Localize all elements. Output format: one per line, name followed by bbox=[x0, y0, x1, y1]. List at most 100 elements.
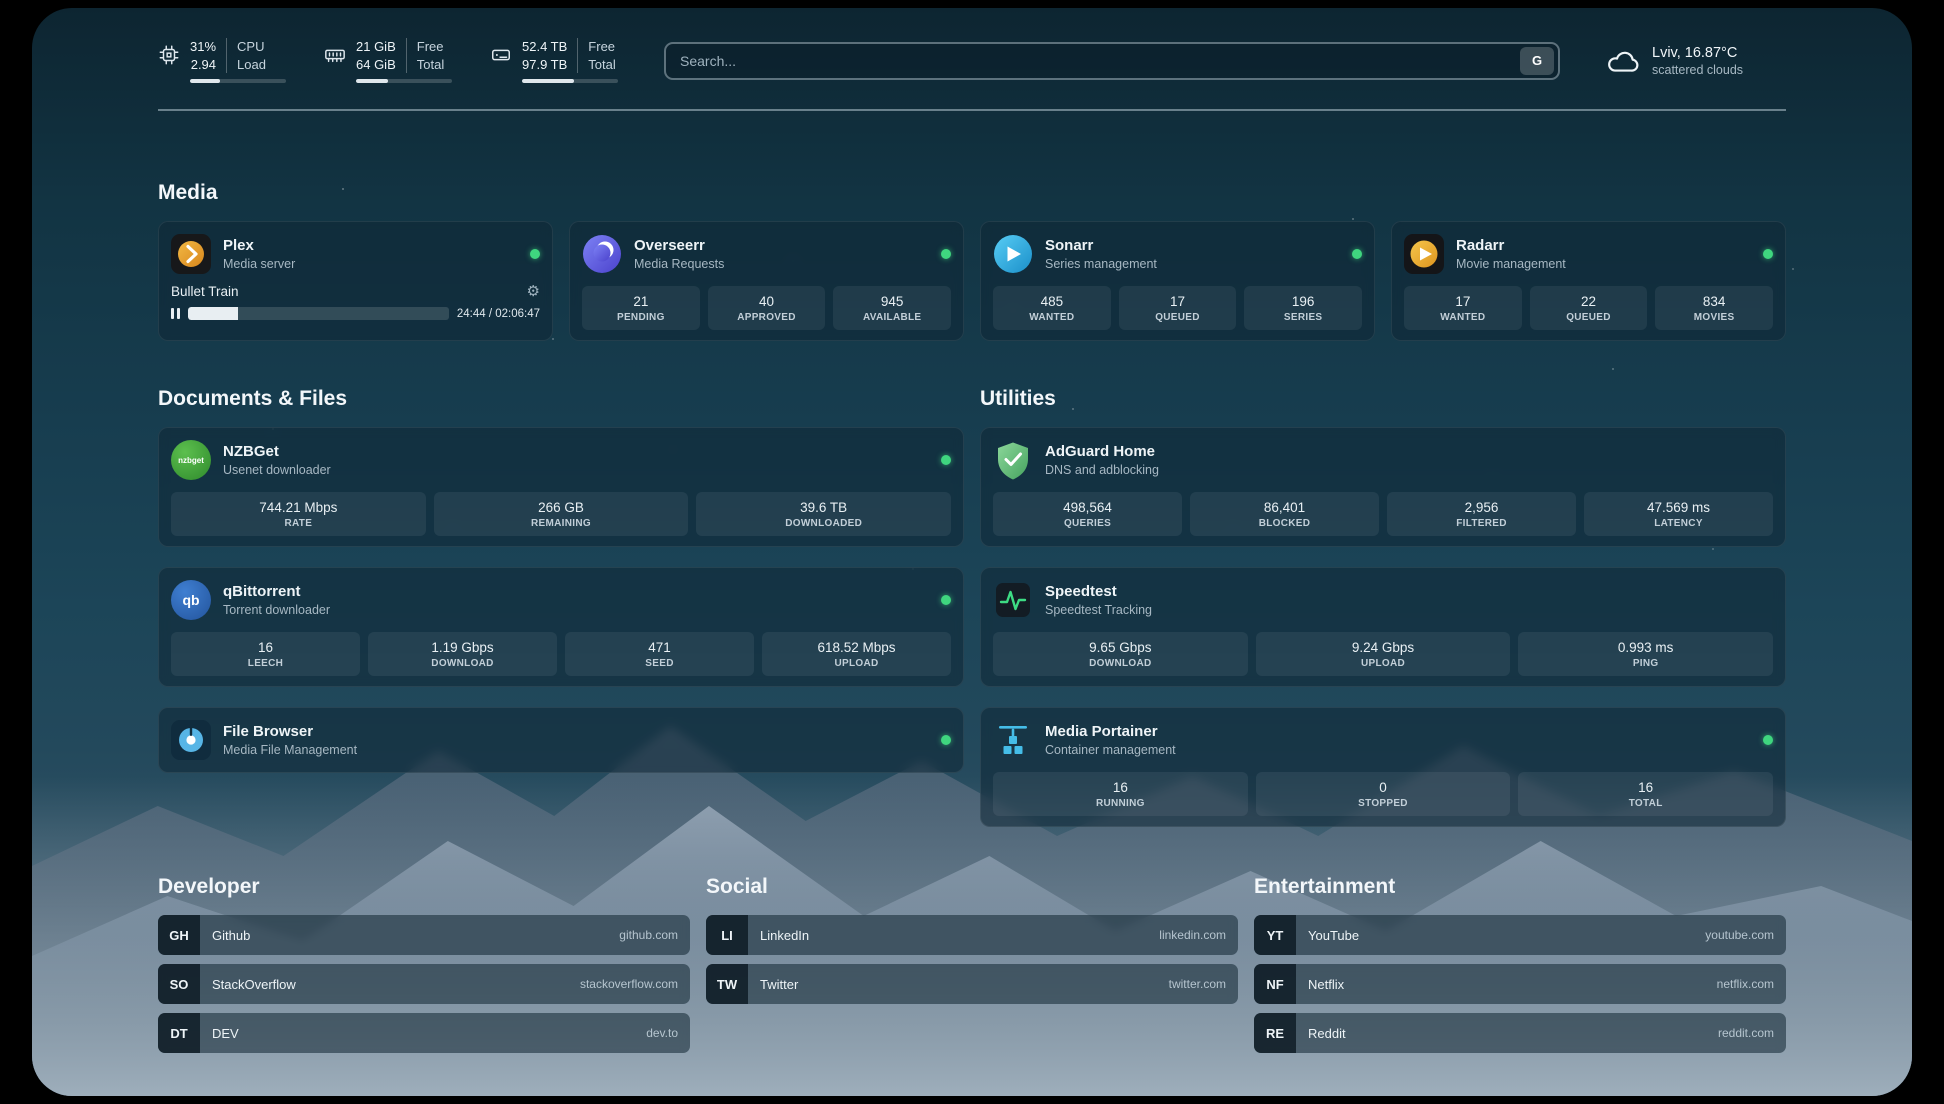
bookmark-name: Netflix bbox=[1308, 976, 1345, 992]
service-card-speedtest[interactable]: Speedtest Speedtest Tracking 9.65 Gbps D… bbox=[980, 567, 1786, 688]
stat-stopped: 0 STOPPED bbox=[1255, 772, 1511, 817]
service-card-overseerr[interactable]: Overseerr Media Requests 21 PENDING 40 A… bbox=[569, 221, 964, 342]
bookmark-reddit[interactable]: RE Reddit reddit.com bbox=[1254, 1013, 1786, 1054]
stat-ping: 0.993 ms PING bbox=[1518, 632, 1773, 677]
stat-upload-value: 9.24 Gbps bbox=[1351, 639, 1415, 655]
top-bar: 31% 2.94 CPU Load bbox=[158, 38, 1786, 84]
stat-wanted-value: 17 bbox=[1455, 293, 1471, 309]
service-card-qbittorrent[interactable]: qb qBittorrent Torrent downloader 16 bbox=[158, 567, 964, 688]
bookmark-github[interactable]: GH Github github.com bbox=[158, 915, 690, 956]
stat-wanted: 485 WANTED bbox=[993, 286, 1111, 331]
stat-upload: 9.24 Gbps UPLOAD bbox=[1255, 632, 1511, 677]
bookmarks-developer: Developer GH Github github.com SO StackO… bbox=[158, 875, 690, 1054]
nzbget-subtitle: Usenet downloader bbox=[223, 463, 331, 478]
memory-free-value: 21 GiB bbox=[356, 39, 396, 54]
bookmark-netflix[interactable]: NF Netflix netflix.com bbox=[1254, 964, 1786, 1005]
stat-download-value: 9.65 Gbps bbox=[1089, 639, 1152, 655]
disk-free-value: 52.4 TB bbox=[522, 39, 568, 54]
bookmark-dev[interactable]: DT DEV dev.to bbox=[158, 1013, 690, 1054]
search-provider-button[interactable]: G bbox=[1520, 46, 1554, 75]
service-card-filebrowser[interactable]: File Browser Media File Management bbox=[158, 707, 964, 774]
cpu-chip-icon bbox=[158, 44, 180, 66]
stat-downloaded: 39.6 TB DOWNLOADED bbox=[696, 492, 951, 537]
qbittorrent-icon-text: qb bbox=[171, 580, 211, 621]
stat-pending-value: 21 bbox=[633, 293, 649, 309]
bookmarks-entertainment: Entertainment YT YouTube youtube.com NF … bbox=[1254, 875, 1786, 1054]
stat-upload-label: UPLOAD bbox=[834, 657, 879, 669]
dashboard-content: 31% 2.94 CPU Load bbox=[32, 8, 1912, 1096]
stat-queries-value: 498,564 bbox=[1063, 499, 1112, 515]
stat-movies-value: 834 bbox=[1702, 293, 1726, 309]
disk-total-label: Total bbox=[588, 56, 616, 72]
bookmark-domain: linkedin.com bbox=[1159, 928, 1226, 943]
cpu-load-value: 2.94 bbox=[190, 56, 217, 72]
speedtest-subtitle: Speedtest Tracking bbox=[1045, 603, 1153, 618]
stat-upload-label: UPLOAD bbox=[1360, 657, 1405, 669]
memory-progress-fill bbox=[356, 79, 388, 84]
bookmark-name: LinkedIn bbox=[760, 927, 810, 943]
stat-queued-value: 22 bbox=[1580, 293, 1596, 309]
netflix-abbr-icon: NF bbox=[1254, 964, 1296, 1005]
qbittorrent-icon: qb bbox=[171, 580, 211, 621]
sonarr-subtitle: Series management bbox=[1045, 257, 1157, 272]
resource-widgets: 31% 2.94 CPU Load bbox=[158, 38, 618, 84]
service-card-radarr[interactable]: Radarr Movie management 17 WANTED 22 QUE… bbox=[1391, 221, 1786, 342]
bookmark-domain: github.com bbox=[619, 928, 678, 943]
stat-running-label: RUNNING bbox=[1095, 797, 1145, 809]
service-card-portainer[interactable]: Media Portainer Container management 16 … bbox=[980, 707, 1786, 828]
plex-icon bbox=[171, 234, 211, 275]
stat-movies-label: MOVIES bbox=[1693, 311, 1735, 323]
filebrowser-status-dot bbox=[941, 735, 951, 746]
cpu-progress-fill bbox=[190, 79, 220, 84]
memory-total-value: 64 GiB bbox=[356, 56, 396, 72]
stat-available-value: 945 bbox=[880, 293, 904, 309]
service-card-sonarr[interactable]: Sonarr Series management 485 WANTED 17 Q… bbox=[980, 221, 1375, 342]
stat-queued: 17 QUEUED bbox=[1118, 286, 1237, 331]
stat-latency-label: LATENCY bbox=[1654, 517, 1703, 529]
section-title-media: Media bbox=[158, 181, 218, 205]
stat-seed-label: SEED bbox=[645, 657, 674, 669]
header-divider bbox=[158, 109, 1786, 112]
section-media: Media bbox=[158, 181, 1786, 342]
pause-icon[interactable] bbox=[171, 308, 180, 320]
bookmark-name: Twitter bbox=[760, 976, 799, 992]
stat-rate-value: 744.21 Mbps bbox=[259, 499, 338, 515]
memory-ram-icon bbox=[324, 44, 346, 66]
dev-abbr-icon: DT bbox=[158, 1013, 200, 1054]
section-utilities: Utilities bbox=[980, 387, 1786, 828]
service-card-nzbget[interactable]: nzbget NZBGet Usenet downloader 744.21 M… bbox=[158, 427, 964, 548]
cloud-icon bbox=[1606, 47, 1640, 75]
memory-widget: 21 GiB 64 GiB Free Total bbox=[324, 38, 452, 84]
section-title-utilities: Utilities bbox=[980, 387, 1056, 411]
service-card-adguard[interactable]: AdGuard Home DNS and adblocking 498,564 … bbox=[980, 427, 1786, 548]
service-card-plex[interactable]: Plex Media server Bullet Train ⚙ bbox=[158, 221, 553, 342]
middle-columns: Documents & Files nzbget NZBGet Usenet d… bbox=[158, 387, 1786, 828]
stat-wanted-label: WANTED bbox=[1440, 311, 1486, 323]
stat-remaining-value: 266 GB bbox=[538, 499, 584, 515]
stat-blocked-value: 86,401 bbox=[1263, 499, 1306, 515]
stat-download: 9.65 Gbps DOWNLOAD bbox=[993, 632, 1248, 677]
search-input[interactable] bbox=[680, 52, 1520, 69]
settings-gear-icon[interactable]: ⚙ bbox=[526, 282, 540, 301]
stat-queued-value: 17 bbox=[1169, 293, 1185, 309]
disk-widget: 52.4 TB 97.9 TB Free Total bbox=[490, 38, 618, 84]
bookmark-linkedin[interactable]: LI LinkedIn linkedin.com bbox=[706, 915, 1238, 956]
cpu-usage-label: CPU bbox=[237, 39, 265, 54]
filebrowser-name: File Browser bbox=[223, 723, 314, 741]
bookmark-name: YouTube bbox=[1308, 927, 1360, 943]
bookmark-youtube[interactable]: YT YouTube youtube.com bbox=[1254, 915, 1786, 956]
search-bar[interactable]: G bbox=[664, 41, 1560, 80]
stat-upload: 618.52 Mbps UPLOAD bbox=[762, 632, 951, 677]
playback-progress-bar[interactable] bbox=[188, 307, 449, 321]
plex-name: Plex bbox=[223, 237, 254, 255]
stat-series: 196 SERIES bbox=[1244, 286, 1362, 331]
radarr-status-dot bbox=[1763, 249, 1773, 260]
bookmark-twitter[interactable]: TW Twitter twitter.com bbox=[706, 964, 1238, 1005]
nzbget-icon-text: nzbget bbox=[171, 440, 211, 481]
speedtest-pulse-icon bbox=[993, 580, 1033, 620]
disk-progress-fill bbox=[522, 79, 574, 84]
portainer-subtitle: Container management bbox=[1045, 743, 1176, 758]
disk-drive-icon bbox=[490, 44, 512, 66]
bookmark-stackoverflow[interactable]: SO StackOverflow stackoverflow.com bbox=[158, 964, 690, 1005]
stat-pending-label: PENDING bbox=[616, 311, 665, 323]
